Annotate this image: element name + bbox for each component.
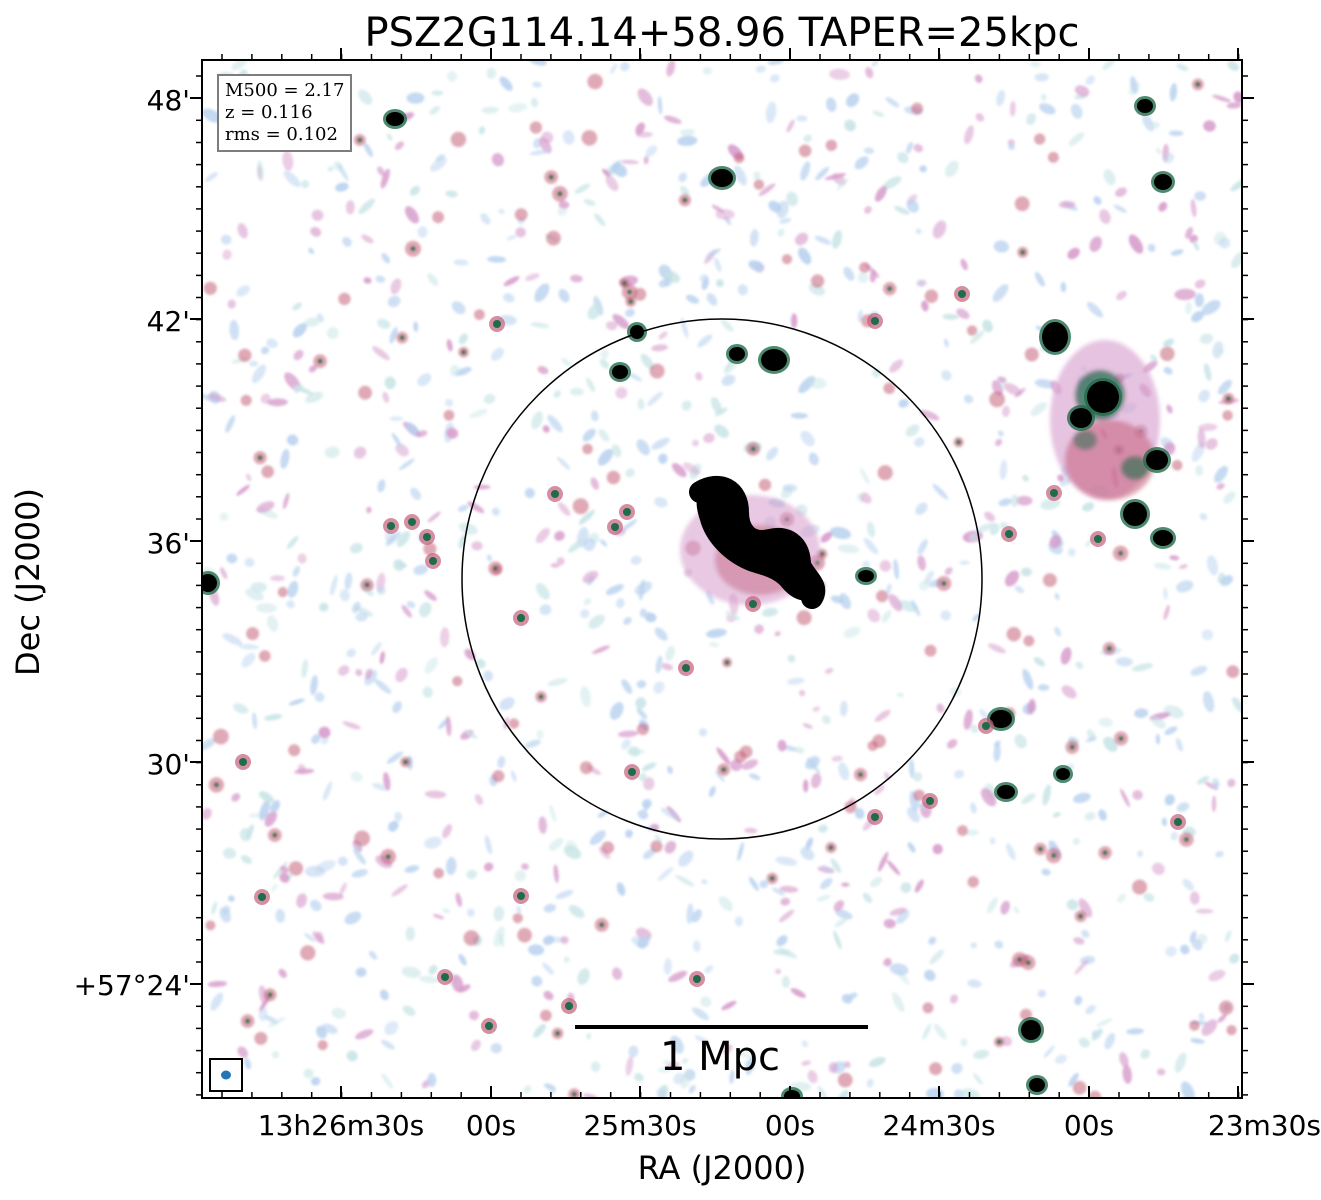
- redshift-text: z = 0.116: [225, 102, 313, 123]
- xtick-label: 00s: [764, 1109, 816, 1142]
- ytick-label: 48': [146, 84, 190, 117]
- ytick-label: 42': [146, 305, 190, 338]
- plot-title: PSZ2G114.14+58.96 TAPER=25kpc: [364, 10, 1080, 56]
- y-axis-label: Dec (J2000): [9, 488, 47, 676]
- xtick-label: 25m30s: [583, 1109, 697, 1142]
- xtick-label: 00s: [1063, 1109, 1115, 1142]
- plot-frame: [201, 59, 1243, 1099]
- x-axis-label: RA (J2000): [637, 1149, 807, 1187]
- beam-ellipse: [221, 1070, 231, 1080]
- xtick-label: 23m30s: [1207, 1109, 1321, 1142]
- r500-circle: [461, 318, 983, 840]
- xtick-label: 00s: [465, 1109, 517, 1142]
- axis-ticks: [190, 48, 1254, 1098]
- rms-text: rms = 0.102: [225, 124, 338, 145]
- xtick-label: 13h26m30s: [257, 1109, 425, 1142]
- ytick-label: +57°24': [73, 969, 190, 1002]
- mass-text: M500 = 2.17: [225, 80, 345, 101]
- point-sources: [202, 96, 1186, 1098]
- scale-bar-label: 1 Mpc: [659, 1034, 781, 1080]
- ytick-label: 36': [146, 527, 190, 560]
- xtick-label: 24m30s: [882, 1109, 996, 1142]
- cluster-info-box: M500 = 2.17 z = 0.116 rms = 0.102: [217, 74, 353, 152]
- ytick-label: 30': [146, 748, 190, 781]
